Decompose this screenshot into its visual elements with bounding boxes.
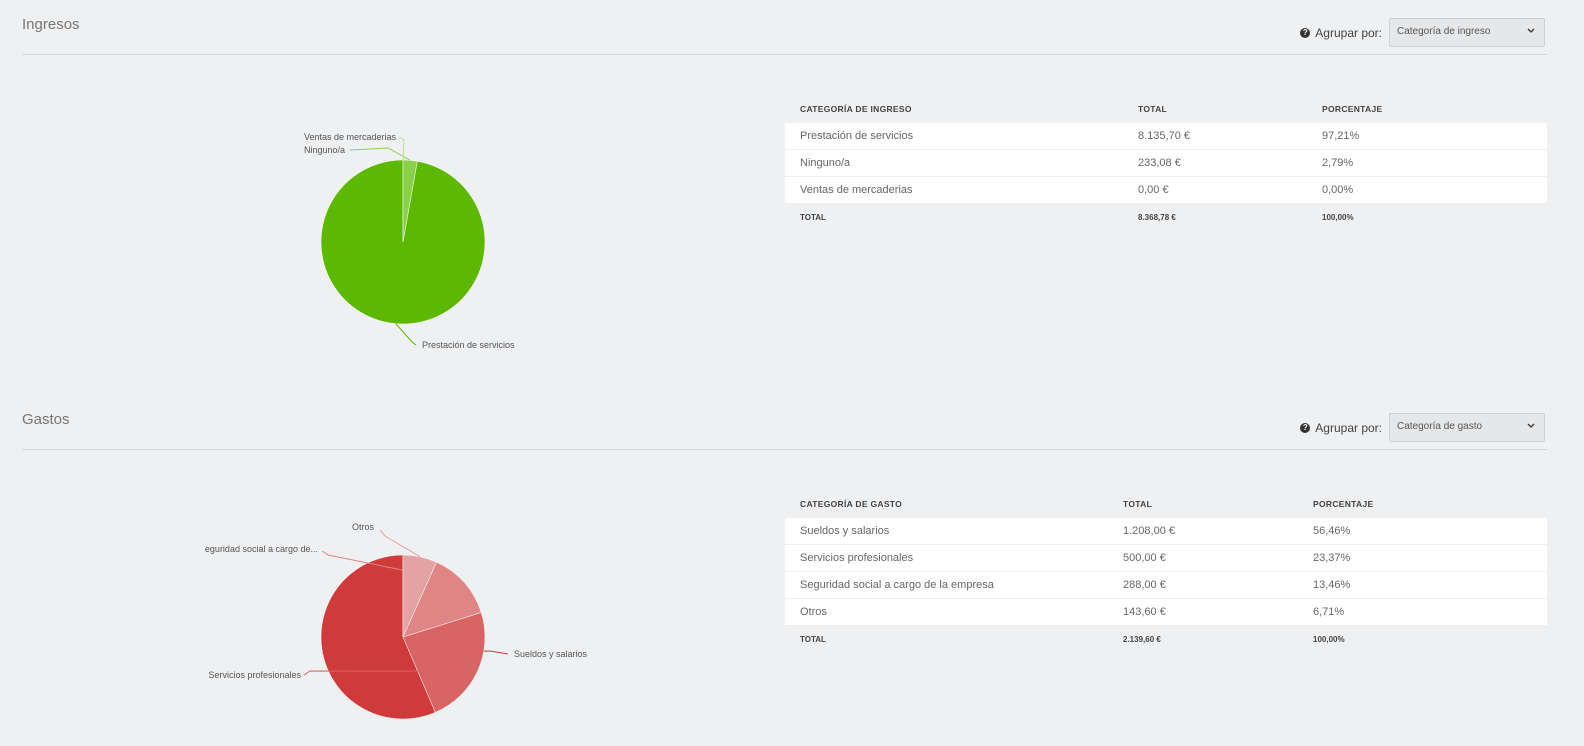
slice-label: Ninguno/a	[304, 145, 345, 155]
category-cell: Servicios profesionales	[800, 552, 914, 564]
slice-label: Sueldos y salarios	[514, 649, 588, 659]
percent-cell: 2,79%	[1322, 157, 1354, 169]
ingresos-groupby-select[interactable]: Categoría de ingreso	[1389, 18, 1545, 47]
total-cell: 233,08 €	[1138, 157, 1181, 169]
slice-label: Otros	[352, 522, 375, 532]
gastos-pie-chart: Sueldos y salarios Servicios profesionale…	[200, 475, 620, 746]
total-percent: 100,00%	[1313, 635, 1345, 644]
percent-cell: 56,46%	[1313, 525, 1351, 537]
total-sum: 2.139,60 €	[1123, 635, 1161, 644]
total-label: TOTAL	[800, 213, 826, 222]
percent-cell: 6,71%	[1313, 606, 1345, 618]
category-cell: Prestación de servicios	[800, 130, 914, 142]
gastos-title: Gastos	[22, 411, 70, 428]
ingresos-table: CATEGORÍA DE INGRESO TOTAL PORCENTAJE Pr…	[785, 95, 1547, 231]
table-row: Sueldos y salarios 1.208,00 € 56,46%	[785, 518, 1547, 545]
chevron-down-icon	[1527, 28, 1535, 33]
total-cell: 8.135,70 €	[1138, 130, 1190, 142]
gastos-section: Gastos ? Agrupar por: Categoría de gasto…	[0, 395, 1584, 746]
section-divider	[22, 449, 1547, 450]
category-cell: Ventas de mercaderias	[800, 184, 913, 196]
category-cell: Sueldos y salarios	[800, 525, 890, 537]
groupby-label: Agrupar por:	[1315, 420, 1382, 435]
slice-leader-line	[322, 650, 509, 655]
table-row: Ninguno/a 233,08 € 2,79%	[785, 150, 1547, 177]
table-footer: TOTAL 2.139,60 € 100,00%	[785, 626, 1547, 653]
ingresos-section: Ingresos ? Agrupar por: Categoría de ing…	[22, 16, 1547, 380]
total-cell: 500,00 €	[1123, 552, 1166, 564]
ingresos-pie-chart: Prestación de servicios Ninguno/a Ventas d…	[200, 80, 620, 380]
total-label: TOTAL	[800, 635, 826, 644]
slice-label: Ventas de mercaderias	[304, 132, 397, 142]
slice-leader-line	[395, 323, 417, 346]
table-row: Ventas de mercaderias 0,00 € 0,00%	[785, 177, 1547, 204]
ingresos-title: Ingresos	[22, 16, 80, 33]
help-icon[interactable]: ?	[1300, 422, 1311, 433]
total-cell: 0,00 €	[1138, 184, 1169, 196]
column-header: CATEGORÍA DE GASTO	[800, 499, 903, 509]
percent-cell: 13,46%	[1313, 579, 1351, 591]
gastos-groupby: ? Agrupar por: Categoría de gasto	[1300, 413, 1545, 442]
gastos-table: CATEGORÍA DE GASTO TOTAL PORCENTAJE Suel…	[785, 490, 1547, 653]
percent-cell: 0,00%	[1322, 184, 1354, 196]
column-header: PORCENTAJE	[1313, 499, 1374, 509]
column-header: PORCENTAJE	[1322, 104, 1383, 114]
column-header: TOTAL	[1123, 499, 1153, 509]
total-cell: 1.208,00 €	[1123, 525, 1175, 537]
total-sum: 8.368,78 €	[1138, 213, 1176, 222]
table-row: Otros 143,60 € 6,71%	[785, 599, 1547, 626]
section-divider	[22, 54, 1547, 55]
slice-leader-line	[349, 147, 411, 161]
slice-label: Servicios profesionales	[208, 670, 301, 680]
category-cell: Ninguno/a	[800, 157, 851, 169]
groupby-label: Agrupar por:	[1315, 25, 1382, 40]
table-footer: TOTAL 8.368,78 € 100,00%	[785, 204, 1547, 231]
table-header: CATEGORÍA DE GASTO TOTAL PORCENTAJE	[785, 490, 1547, 518]
slice-leader-line	[398, 136, 405, 161]
slice-label: eguridad social a cargo de...	[205, 544, 318, 554]
pie-slice[interactable]	[402, 554, 437, 638]
table-header: CATEGORÍA DE INGRESO TOTAL PORCENTAJE	[785, 95, 1547, 123]
slice-leader-line	[303, 670, 478, 676]
ingresos-groupby: ? Agrupar por: Categoría de ingreso	[1300, 18, 1545, 47]
percent-cell: 97,21%	[1322, 130, 1360, 142]
column-header: CATEGORÍA DE INGRESO	[800, 104, 912, 114]
gastos-groupby-select[interactable]: Categoría de gasto	[1389, 413, 1545, 442]
total-cell: 143,60 €	[1123, 606, 1166, 618]
table-row: Seguridad social a cargo de la empresa 2…	[785, 572, 1547, 599]
help-icon[interactable]: ?	[1300, 27, 1311, 38]
slice-label: Prestación de servicios	[422, 340, 515, 350]
slice-leader-line	[379, 529, 421, 558]
table-row: Prestación de servicios 8.135,70 € 97,21…	[785, 123, 1547, 150]
total-percent: 100,00%	[1322, 213, 1354, 222]
category-cell: Otros	[800, 606, 827, 618]
column-header: TOTAL	[1138, 104, 1168, 114]
chevron-down-icon	[1527, 423, 1535, 428]
category-cell: Seguridad social a cargo de la empresa	[800, 579, 994, 591]
select-value: Categoría de ingreso	[1397, 26, 1491, 37]
percent-cell: 23,37%	[1313, 552, 1351, 564]
total-cell: 288,00 €	[1123, 579, 1166, 591]
select-value: Categoría de gasto	[1397, 421, 1483, 432]
table-row: Servicios profesionales 500,00 € 23,37%	[785, 545, 1547, 572]
